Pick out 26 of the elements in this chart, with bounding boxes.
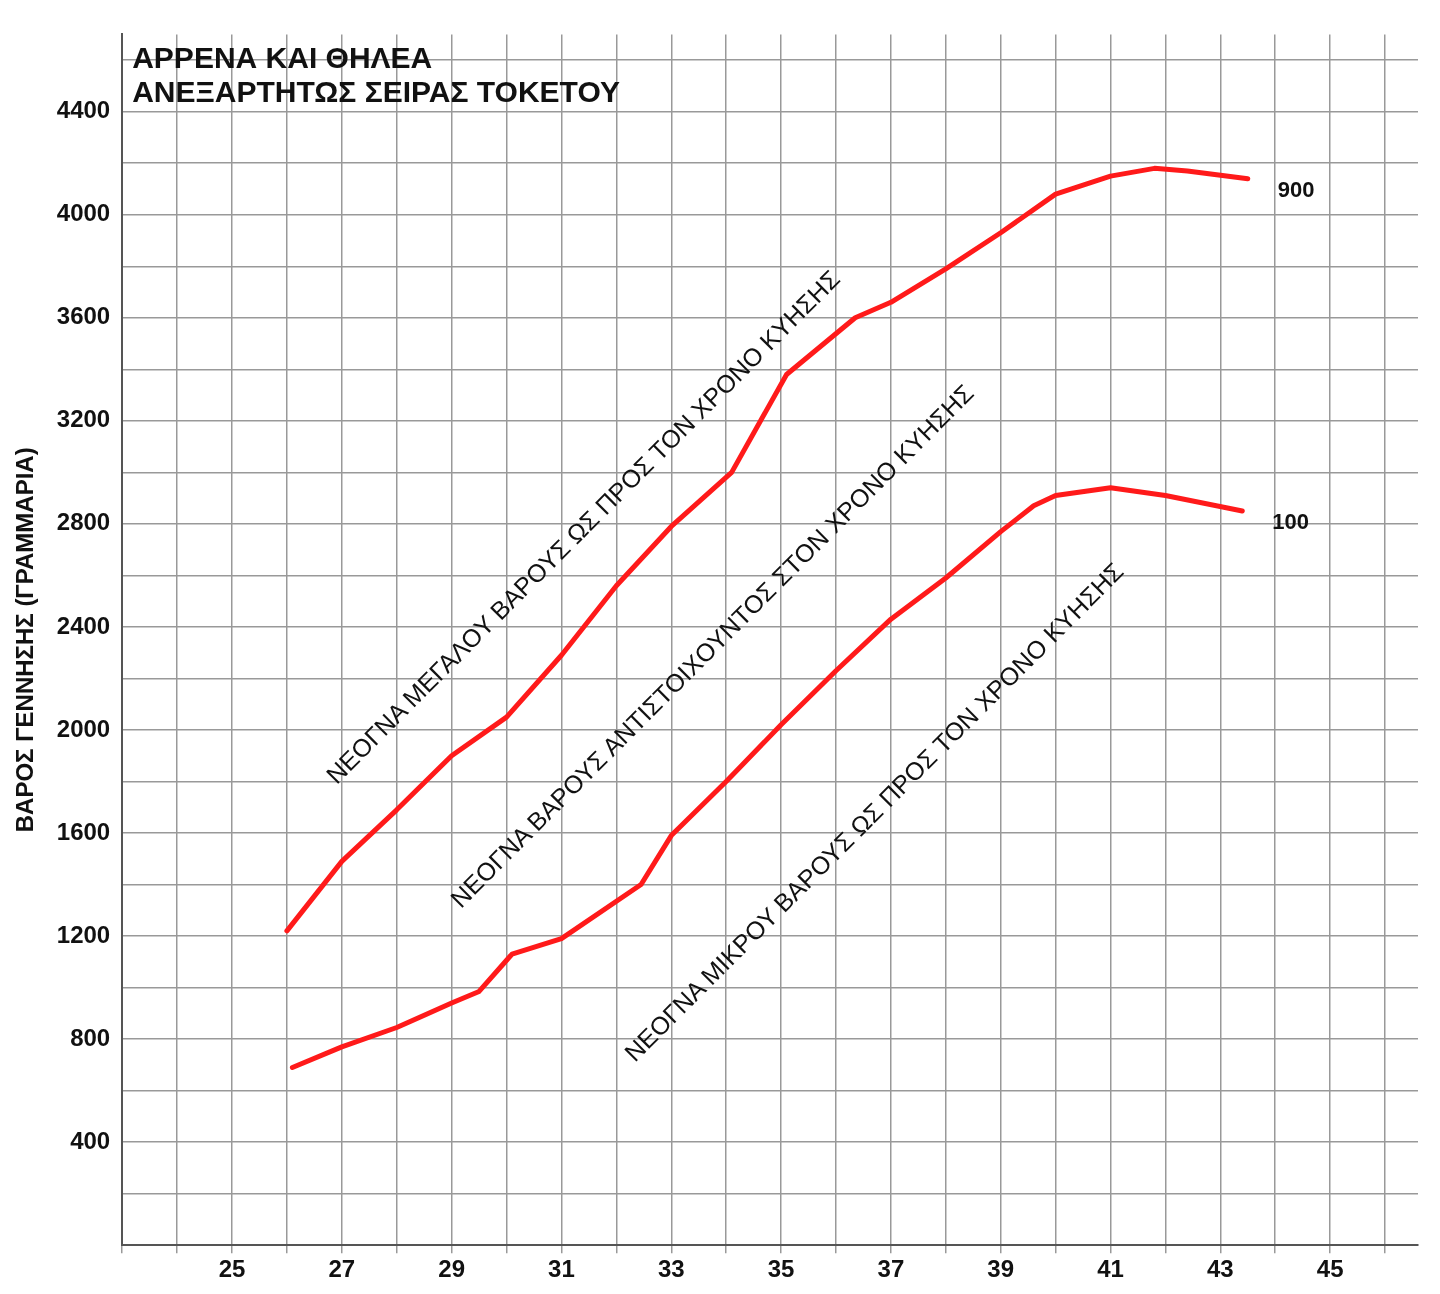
x-tick-label: 41 xyxy=(1097,1255,1124,1283)
x-tick-label: 25 xyxy=(218,1255,246,1283)
x-tick-label: 31 xyxy=(548,1255,575,1283)
y-tick-label: 3600 xyxy=(56,302,111,330)
y-tick-label: 2000 xyxy=(56,714,111,742)
x-tick-label: 45 xyxy=(1316,1255,1344,1283)
y-tick-label: 4400 xyxy=(56,96,111,124)
series-label: 900 xyxy=(1277,176,1315,202)
y-tick-label: 1600 xyxy=(56,817,111,845)
y-axis-title: ΒΑΡΟΣ ΓΕΝΝΗΣΗΣ (ΓΡΑΜΜΑΡΙΑ) xyxy=(11,447,39,833)
x-tick-label: 37 xyxy=(877,1255,905,1283)
x-tick-label: 39 xyxy=(987,1255,1015,1283)
y-tick-label: 2800 xyxy=(56,508,111,536)
text: ΑΡΡΕΝΑ ΚΑΙ ΘΗΛΕΑ ΑΝΕΞΑΡΤΗΤΩΣ ΣΕΙΡΑΣ ΤΟΚΕΤΟΥ xyxy=(132,40,620,108)
y-tick-label: 3200 xyxy=(56,405,111,433)
y-tick-label: 400 xyxy=(70,1126,111,1154)
x-tick-label: 33 xyxy=(657,1255,685,1283)
y-tick-label: 1200 xyxy=(56,920,111,948)
x-tick-label: 27 xyxy=(328,1255,356,1283)
series-label: 100 xyxy=(1272,509,1310,535)
x-tick-label: 35 xyxy=(767,1255,795,1283)
y-tick-label: 4000 xyxy=(56,199,111,227)
x-tick-label: 43 xyxy=(1206,1255,1234,1283)
y-tick-label: 2400 xyxy=(56,611,111,639)
y-tick-label: 800 xyxy=(70,1023,111,1051)
x-tick-label: 29 xyxy=(438,1255,465,1283)
